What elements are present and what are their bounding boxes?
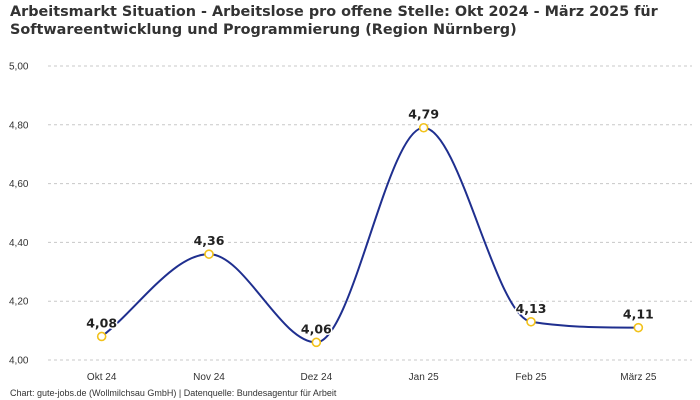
data-label: 4,13 [516,301,547,316]
source-note: Chart: gute-jobs.de (Wollmilchsau GmbH) … [10,388,337,398]
x-tick-label: Feb 25 [515,372,547,383]
data-point [526,316,536,327]
y-tick-label: 4,40 [9,238,29,249]
y-tick-label: 4,80 [9,120,29,131]
series-line-group [100,126,640,344]
series-line [100,126,640,344]
data-point [633,322,644,333]
y-tick-label: 4,60 [9,179,29,190]
y-axis-tick-labels: 4,00 4,20 4,40 4,60 4,80 5,00 [9,62,29,367]
x-tick-label: Okt 24 [87,372,117,383]
x-tick-label: Nov 24 [193,372,225,383]
data-point [311,337,322,348]
x-tick-label: März 25 [620,372,657,383]
data-label: 4,11 [623,307,654,322]
x-tick-label: Dez 24 [300,372,332,383]
x-axis-tick-labels: Okt 24 Nov 24 Dez 24 Jan 25 Feb 25 März 25 [87,372,657,383]
x-tick-label: Jan 25 [409,372,439,383]
data-labels: 4,08 4,36 4,06 4,79 4,13 4,11 [85,105,656,338]
gridlines [48,65,692,361]
y-tick-label: 5,00 [9,62,29,73]
data-point [418,122,429,133]
y-tick-label: 4,00 [9,356,29,367]
data-label: 4,79 [408,107,439,122]
data-label: 4,06 [301,321,332,336]
data-label: 4,08 [86,315,117,330]
y-tick-label: 4,20 [9,297,29,308]
data-point [204,249,214,259]
chart-title: Arbeitsmarkt Situation - Arbeitslose pro… [10,4,658,38]
data-point [96,331,107,342]
data-label: 4,36 [194,233,225,248]
data-points [96,122,644,348]
